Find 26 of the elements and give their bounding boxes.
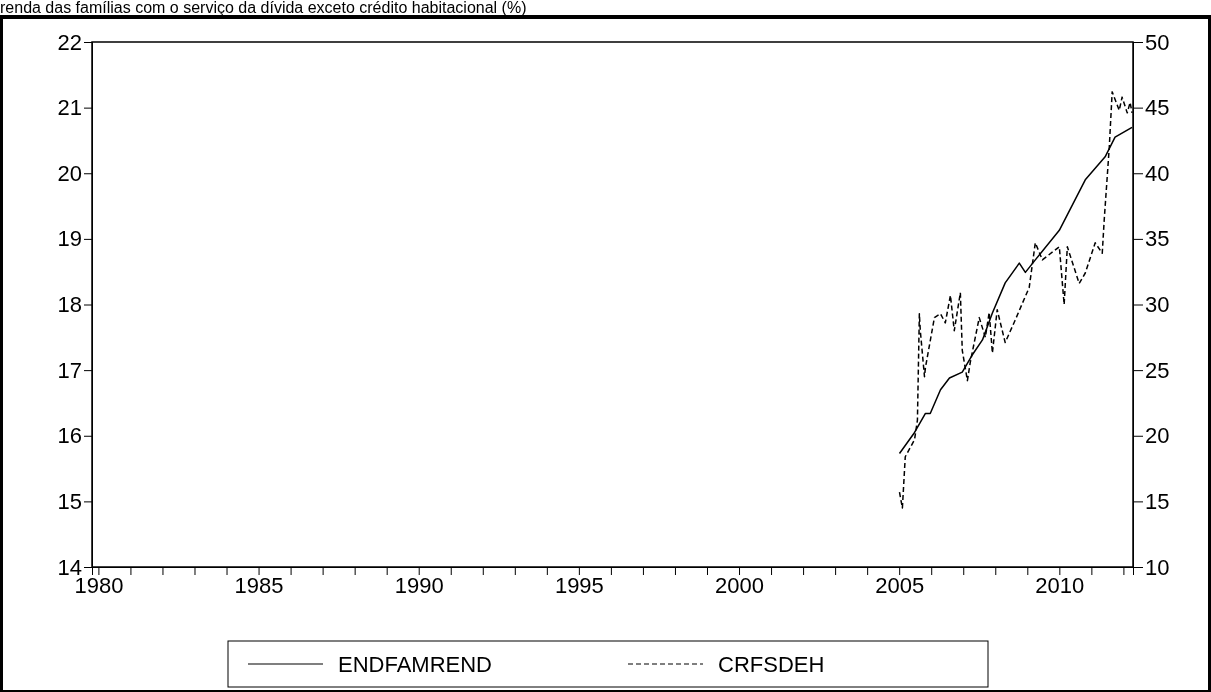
y-tick-label: 19 [57, 226, 82, 252]
y-tick-label: 20 [57, 160, 82, 186]
x-tick-label: 2005 [875, 572, 925, 598]
y2-tick-label: 10 [1145, 554, 1170, 580]
y-tick-label: 17 [57, 357, 82, 383]
y-tick-label: 21 [57, 95, 82, 121]
y-tick-label: 18 [57, 292, 82, 318]
chart-title: renda das famílias com o serviço da dívida exceto crédito habitacional (%) [0, 0, 527, 16]
x-tick-label: 1990 [394, 572, 444, 598]
x-tick-label: 2010 [1035, 572, 1085, 598]
y2-tick-label: 15 [1145, 488, 1170, 514]
y2-tick-label: 50 [1145, 29, 1170, 55]
legend-label: CRFSDEH [718, 652, 825, 677]
y2-tick-label: 30 [1145, 292, 1170, 318]
y-tick-label: 22 [57, 29, 82, 55]
y-tick-label: 16 [57, 423, 82, 449]
x-tick-label: 2000 [715, 572, 764, 598]
y2-tick-label: 20 [1145, 423, 1170, 449]
y2-tick-label: 40 [1145, 160, 1170, 186]
legend-label: ENDFAMREND [338, 652, 493, 677]
x-tick-label: 1995 [554, 572, 604, 598]
x-tick-label: 1985 [234, 572, 284, 598]
y2-tick-label: 45 [1145, 95, 1170, 121]
y2-tick-label: 25 [1145, 357, 1170, 383]
y-tick-label: 15 [57, 488, 82, 514]
y2-tick-label: 35 [1145, 226, 1170, 252]
